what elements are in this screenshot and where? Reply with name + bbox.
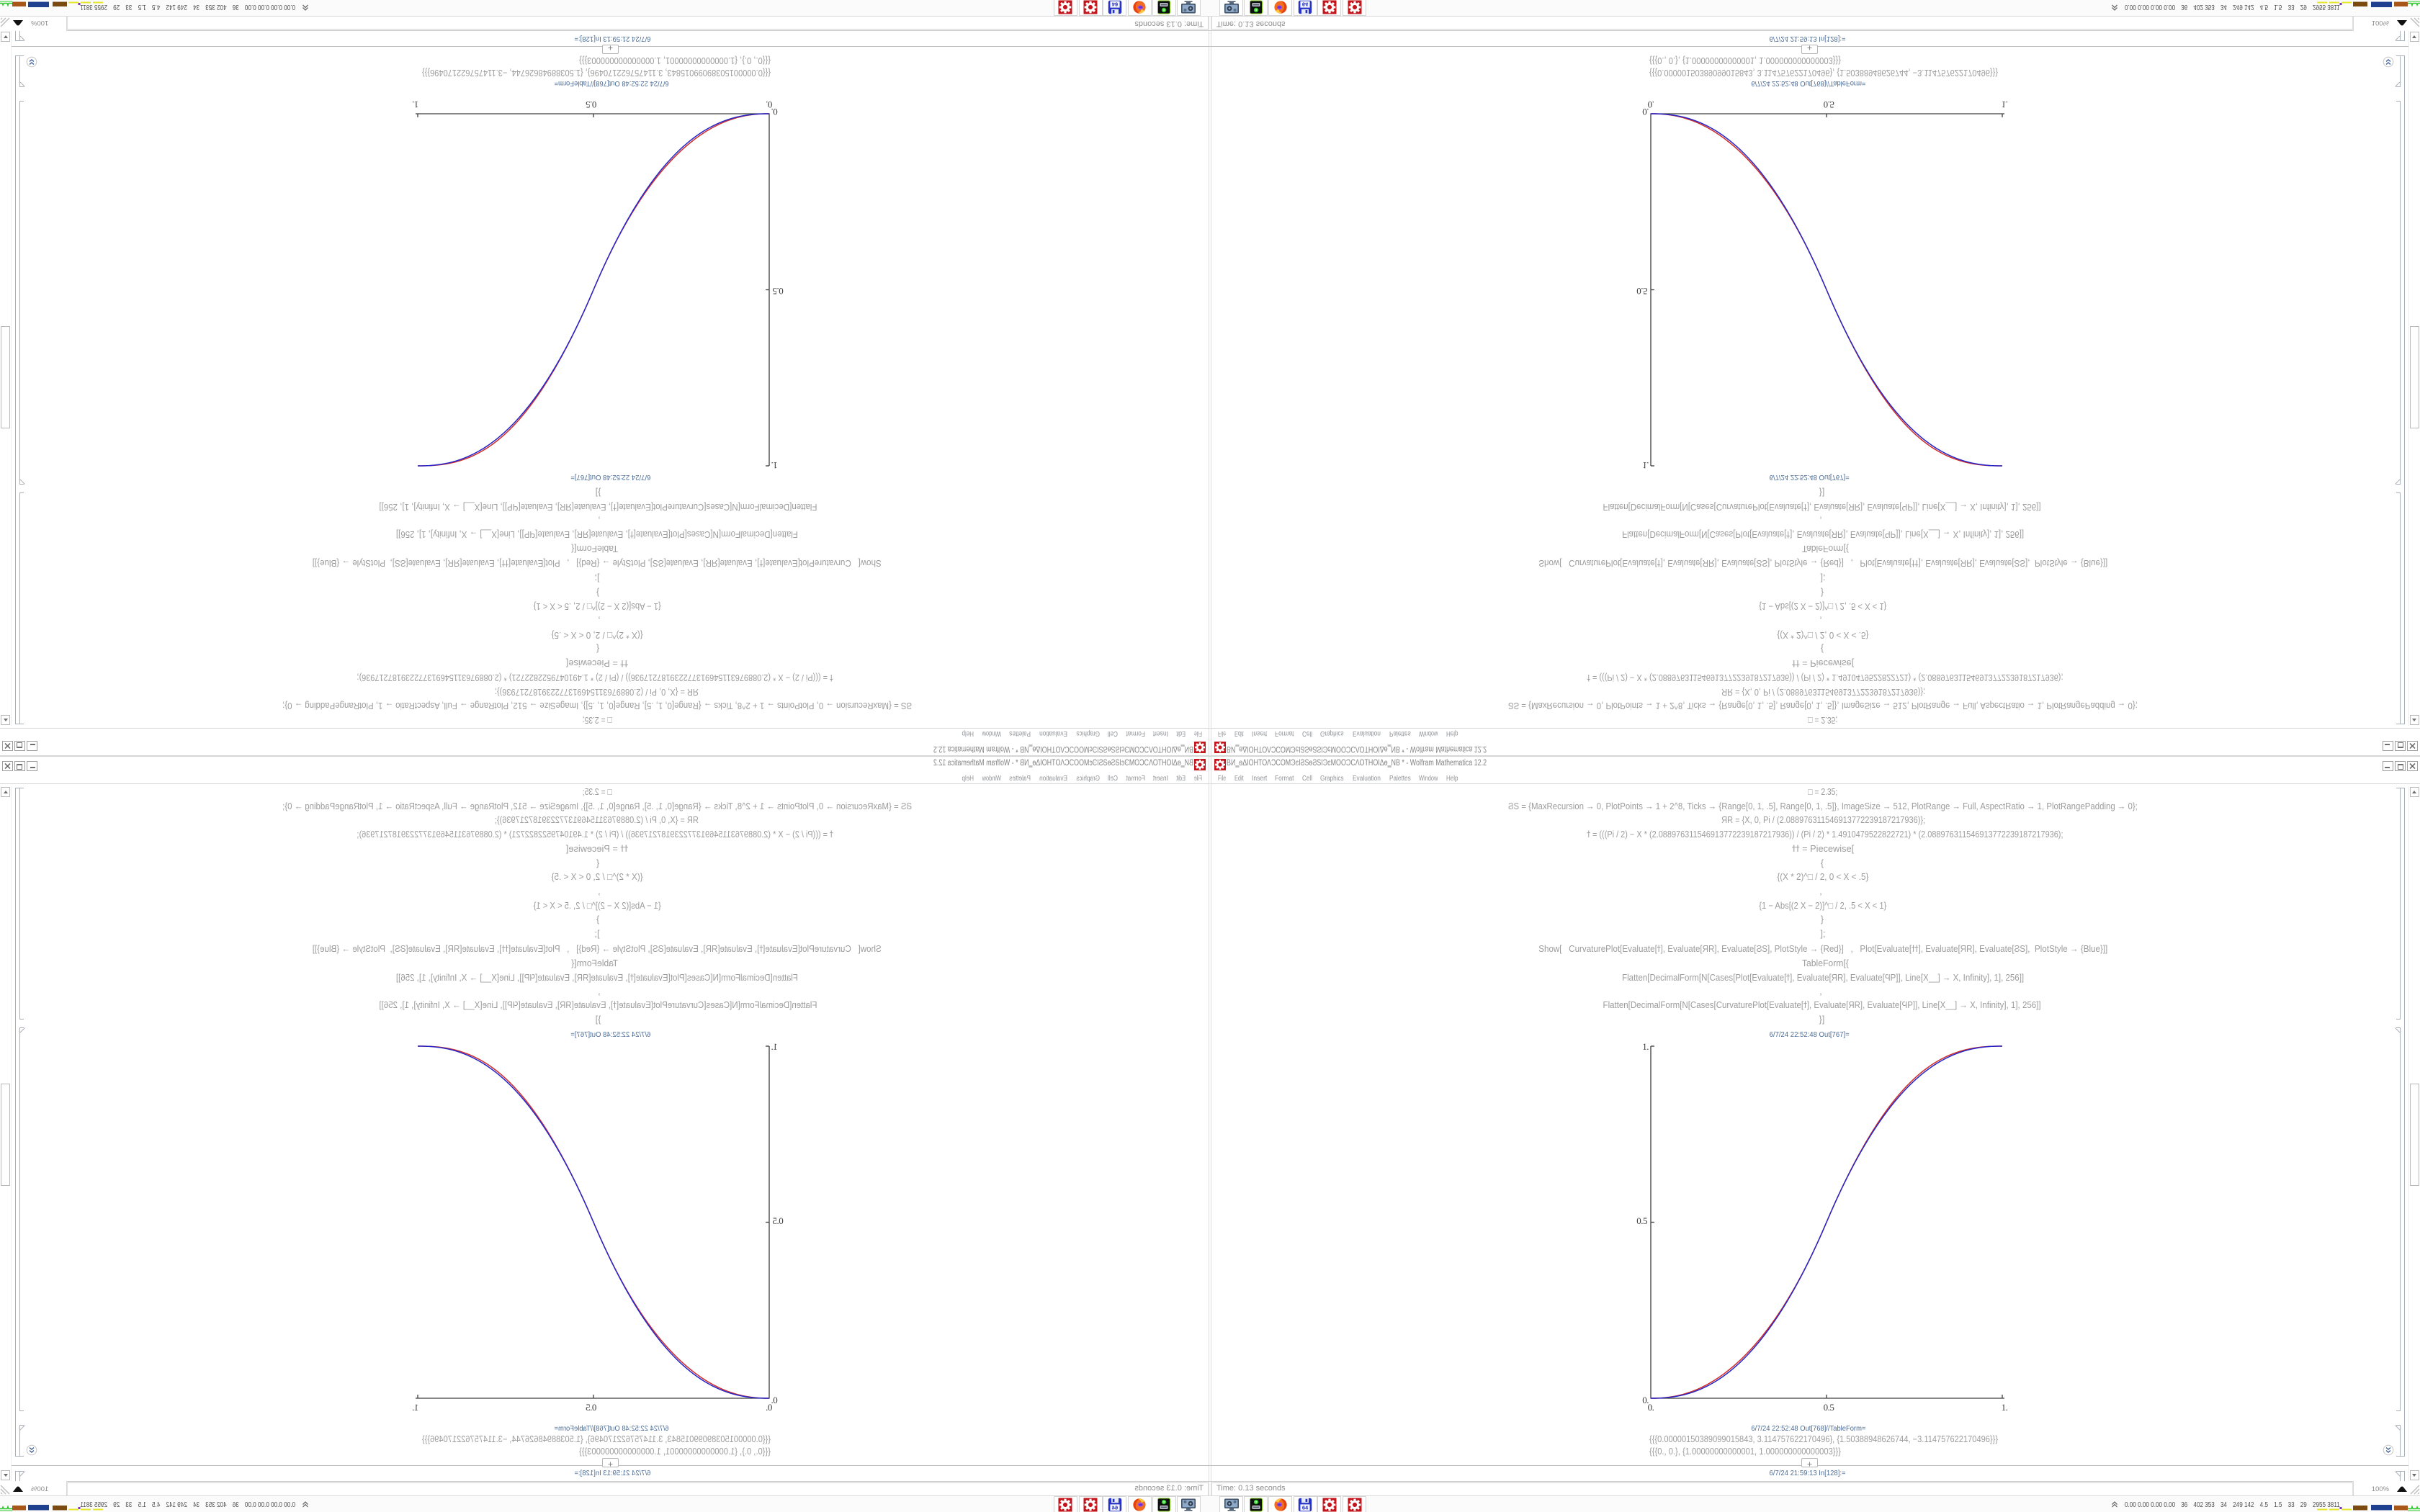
svg-text:64: 64 bbox=[1111, 1504, 1118, 1511]
svg-text:64: 64 bbox=[1111, 1, 1118, 8]
svg-text:64: 64 bbox=[1302, 1, 1309, 8]
svg-text:64: 64 bbox=[1302, 1504, 1309, 1511]
